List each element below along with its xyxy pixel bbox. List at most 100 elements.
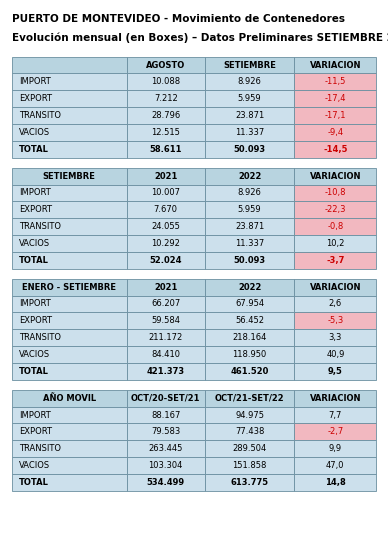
Text: VACIOS: VACIOS bbox=[19, 128, 50, 137]
Bar bbox=[12, 424, 126, 440]
Text: 52.024: 52.024 bbox=[149, 256, 182, 265]
Text: 9,5: 9,5 bbox=[328, 367, 343, 376]
Text: 59.584: 59.584 bbox=[151, 316, 180, 326]
Bar bbox=[126, 107, 205, 124]
Text: TOTAL: TOTAL bbox=[19, 367, 49, 376]
Bar bbox=[126, 390, 205, 406]
Text: TRANSITO: TRANSITO bbox=[19, 444, 61, 453]
Bar bbox=[205, 184, 294, 202]
Bar bbox=[294, 363, 376, 380]
Bar bbox=[205, 295, 294, 313]
Bar bbox=[126, 184, 205, 202]
Text: 94.975: 94.975 bbox=[235, 411, 264, 419]
Bar bbox=[12, 313, 126, 329]
Bar bbox=[126, 457, 205, 474]
Bar bbox=[294, 202, 376, 218]
Text: 23.871: 23.871 bbox=[235, 222, 264, 231]
Text: 7,7: 7,7 bbox=[329, 411, 342, 419]
Text: TOTAL: TOTAL bbox=[19, 256, 49, 265]
Text: 56.452: 56.452 bbox=[235, 316, 264, 326]
Text: 12.515: 12.515 bbox=[151, 128, 180, 137]
Bar bbox=[12, 91, 126, 107]
Bar bbox=[294, 295, 376, 313]
Text: -9,4: -9,4 bbox=[327, 128, 343, 137]
Text: VACIOS: VACIOS bbox=[19, 350, 50, 359]
Bar bbox=[294, 406, 376, 424]
Bar bbox=[12, 406, 126, 424]
Text: TRANSITO: TRANSITO bbox=[19, 333, 61, 342]
Bar bbox=[12, 235, 126, 252]
Bar bbox=[205, 313, 294, 329]
Text: 5.959: 5.959 bbox=[238, 94, 262, 103]
Text: -5,3: -5,3 bbox=[327, 316, 343, 326]
Bar bbox=[126, 141, 205, 158]
Bar bbox=[12, 57, 126, 73]
Bar bbox=[294, 474, 376, 491]
Text: 8.926: 8.926 bbox=[238, 78, 262, 86]
Text: EXPORT: EXPORT bbox=[19, 427, 52, 437]
Text: 461.520: 461.520 bbox=[230, 367, 269, 376]
Bar bbox=[205, 235, 294, 252]
Bar bbox=[12, 73, 126, 91]
Text: 88.167: 88.167 bbox=[151, 411, 180, 419]
Bar bbox=[294, 91, 376, 107]
Text: OCT/20-SET/21: OCT/20-SET/21 bbox=[131, 393, 201, 403]
Bar bbox=[12, 218, 126, 235]
Bar bbox=[205, 124, 294, 141]
Text: SETIEMBRE: SETIEMBRE bbox=[43, 171, 95, 181]
Text: AGOSTO: AGOSTO bbox=[146, 60, 185, 70]
Text: -14,5: -14,5 bbox=[323, 145, 348, 154]
Bar bbox=[12, 329, 126, 346]
Bar bbox=[126, 218, 205, 235]
Text: 218.164: 218.164 bbox=[232, 333, 267, 342]
Text: IMPORT: IMPORT bbox=[19, 78, 51, 86]
Bar bbox=[294, 346, 376, 363]
Bar bbox=[205, 107, 294, 124]
Bar bbox=[126, 474, 205, 491]
Text: 2021: 2021 bbox=[154, 282, 177, 292]
Bar bbox=[126, 424, 205, 440]
Bar bbox=[126, 57, 205, 73]
Bar bbox=[126, 440, 205, 457]
Text: 7.670: 7.670 bbox=[154, 205, 178, 215]
Bar bbox=[126, 406, 205, 424]
Text: TRANSITO: TRANSITO bbox=[19, 111, 61, 120]
Bar bbox=[205, 218, 294, 235]
Text: VACIOS: VACIOS bbox=[19, 461, 50, 470]
Bar bbox=[294, 124, 376, 141]
Bar bbox=[294, 252, 376, 269]
Bar bbox=[126, 91, 205, 107]
Text: EXPORT: EXPORT bbox=[19, 316, 52, 326]
Bar bbox=[126, 168, 205, 184]
Text: -10,8: -10,8 bbox=[325, 189, 346, 197]
Bar bbox=[126, 313, 205, 329]
Bar bbox=[126, 235, 205, 252]
Text: 50.093: 50.093 bbox=[234, 145, 266, 154]
Bar bbox=[12, 107, 126, 124]
Text: 28.796: 28.796 bbox=[151, 111, 180, 120]
Text: 77.438: 77.438 bbox=[235, 427, 264, 437]
Bar bbox=[205, 406, 294, 424]
Bar bbox=[12, 279, 126, 295]
Bar bbox=[12, 295, 126, 313]
Bar bbox=[205, 168, 294, 184]
Text: VACIOS: VACIOS bbox=[19, 239, 50, 248]
Text: 11.337: 11.337 bbox=[235, 128, 264, 137]
Text: 103.304: 103.304 bbox=[149, 461, 183, 470]
Text: TRANSITO: TRANSITO bbox=[19, 222, 61, 231]
Text: 7.212: 7.212 bbox=[154, 94, 178, 103]
Bar bbox=[205, 279, 294, 295]
Text: VARIACION: VARIACION bbox=[310, 393, 361, 403]
Bar bbox=[205, 141, 294, 158]
Bar bbox=[205, 440, 294, 457]
Text: -17,4: -17,4 bbox=[325, 94, 346, 103]
Text: 534.499: 534.499 bbox=[147, 478, 185, 487]
Bar bbox=[294, 235, 376, 252]
Text: 421.373: 421.373 bbox=[147, 367, 185, 376]
Bar bbox=[205, 57, 294, 73]
Text: 3,3: 3,3 bbox=[329, 333, 342, 342]
Text: 58.611: 58.611 bbox=[149, 145, 182, 154]
Text: EXPORT: EXPORT bbox=[19, 205, 52, 215]
Text: -22,3: -22,3 bbox=[325, 205, 346, 215]
Text: VARIACION: VARIACION bbox=[310, 171, 361, 181]
